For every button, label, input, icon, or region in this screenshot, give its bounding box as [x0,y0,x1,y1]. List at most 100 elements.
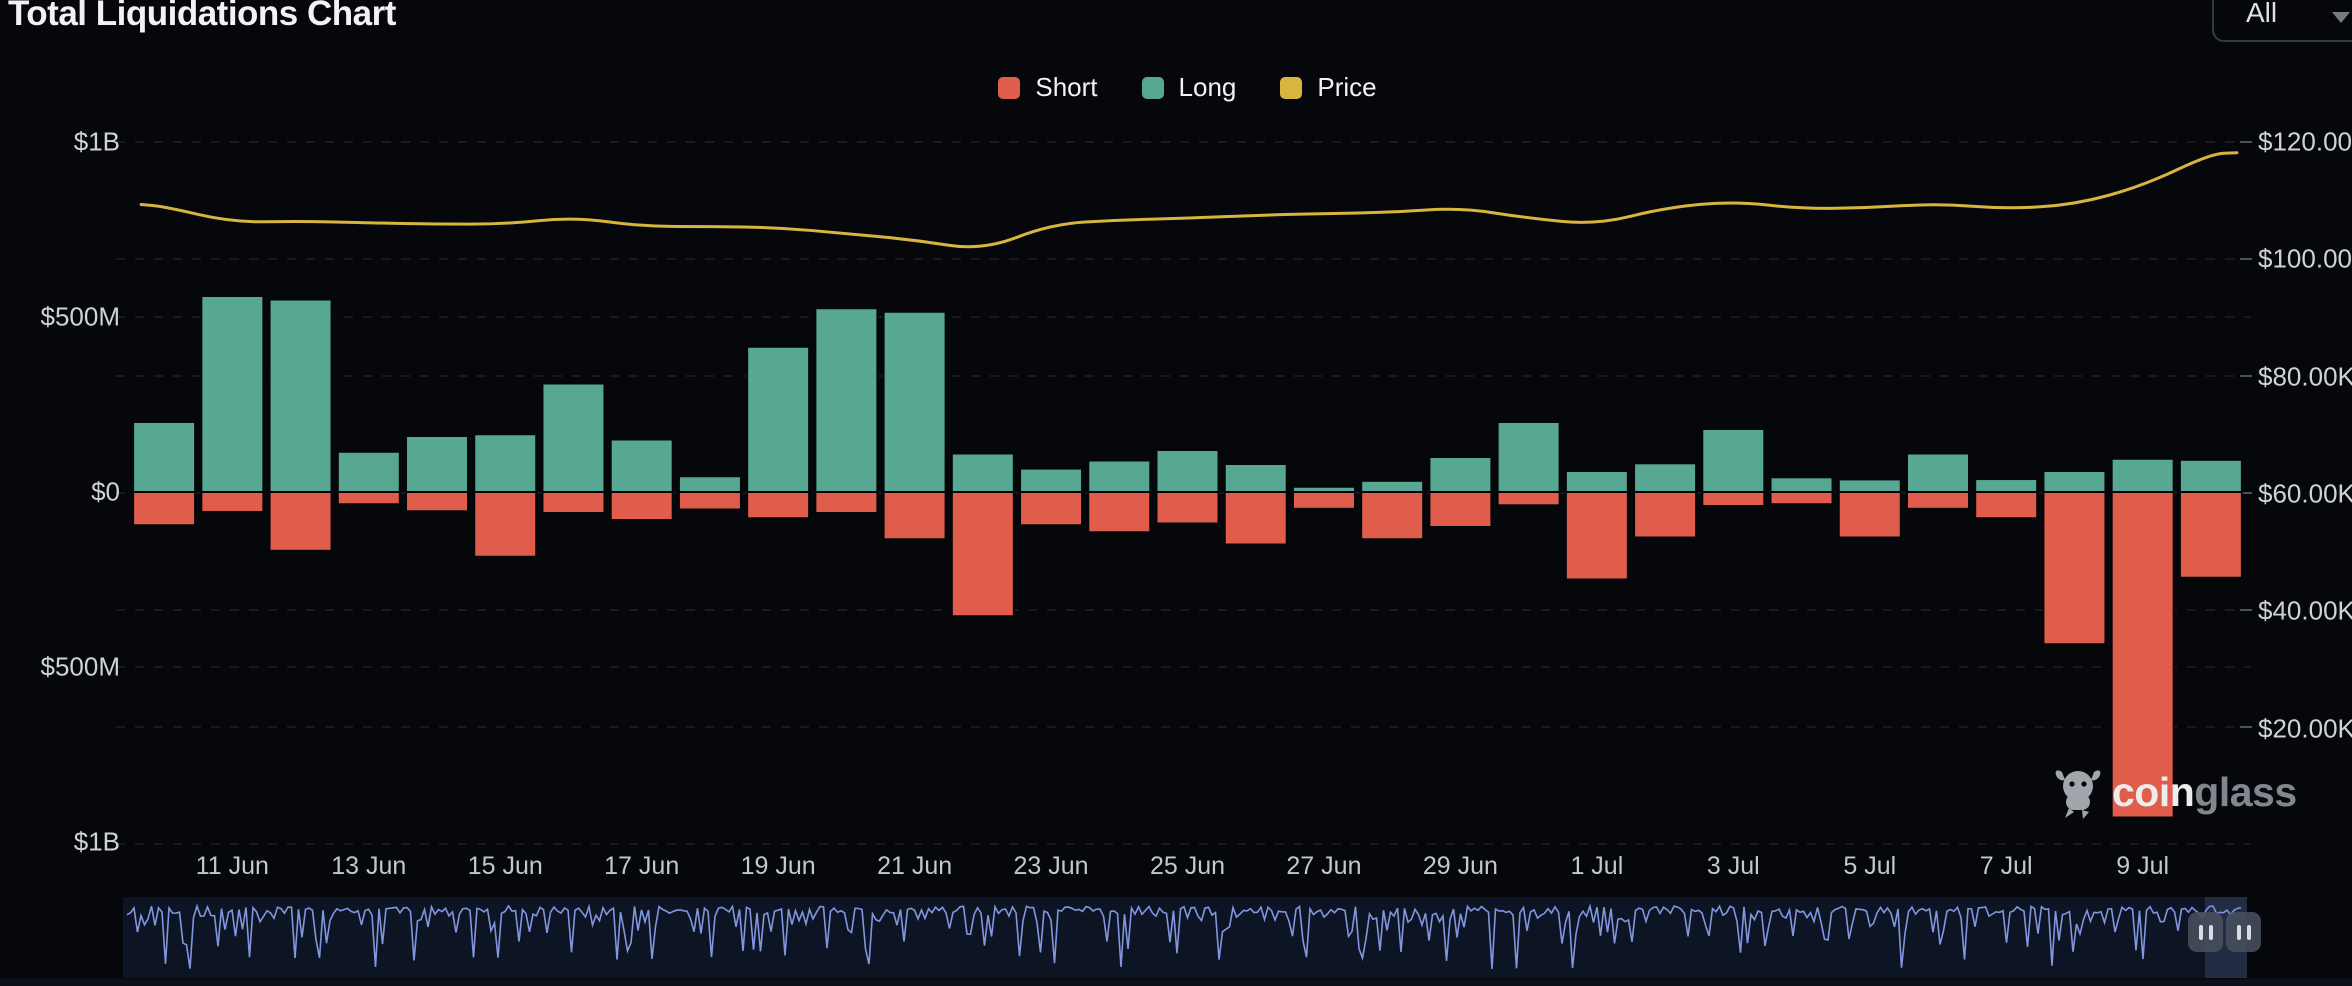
short-bar-30-jun[interactable] [1496,491,1561,507]
legend: Short Long Price [130,72,2245,103]
x-axis-label: 1 Jul [1570,852,1624,880]
chevron-down-icon [2332,12,2350,23]
short-bar-29-jun[interactable] [1428,491,1493,528]
short-bar-2-jul[interactable] [1633,491,1698,539]
x-axis-label: 23 Jun [1013,852,1089,880]
short-bar-4-jul[interactable] [1769,491,1834,506]
range-selector-value: All [2246,0,2278,28]
long-bar-18-jun[interactable] [677,475,742,493]
coinglass-wordmark: coinglass [2112,768,2297,815]
x-axis-label: 29 Jun [1422,852,1498,880]
long-bar-12-jun[interactable] [268,298,333,493]
short-bar-3-jul[interactable] [1701,491,1766,507]
x-axis-label: 9 Jul [2116,852,2170,880]
long-bar-17-jun[interactable] [609,438,674,493]
short-bar-12-jun[interactable] [268,491,333,552]
x-axis-label: 5 Jul [1843,852,1897,880]
right-axis-label: $20.00K [2258,713,2352,743]
long-bar-5-jul[interactable] [1837,478,1902,493]
right-axis-label: $100.00K [2258,243,2352,274]
short-bar-17-jun[interactable] [609,491,674,521]
left-axis-label: $500M [40,301,121,332]
short-bar-26-jun[interactable] [1223,491,1288,546]
short-bar-24-jun[interactable] [1087,491,1152,534]
page-title: Total Liquidations Chart [8,0,396,33]
long-bar-16-jun[interactable] [541,382,606,493]
short-bar-8-jul[interactable] [2042,491,2107,646]
long-bar-23-jun[interactable] [1019,467,1084,493]
long-bar-29-jun[interactable] [1428,456,1493,493]
long-bar-20-jun[interactable] [814,307,879,493]
long-bar-10-jun[interactable] [132,421,197,493]
short-bar-10-jul[interactable] [2178,491,2243,579]
long-bar-9-jul[interactable] [2110,457,2175,493]
short-bar-22-jun[interactable] [950,491,1015,618]
short-bar-18-jun[interactable] [677,491,742,511]
short-bar-9-jul[interactable] [2110,491,2175,819]
left-axis-label: $1B [73,826,120,857]
left-axis-label: $500M [40,651,121,682]
long-swatch-icon [1141,76,1164,99]
short-bar-5-jul[interactable] [1837,491,1902,539]
long-bar-4-jul[interactable] [1769,476,1834,493]
navigator-right-handle[interactable] [2226,912,2261,952]
bottom-divider [0,979,2352,986]
navigator-series-line [126,903,2242,970]
long-bar-11-jun[interactable] [200,295,265,493]
short-bar-7-jul[interactable] [1974,491,2039,520]
long-bar-2-jul[interactable] [1633,462,1698,493]
short-bar-28-jun[interactable] [1360,491,1425,541]
long-bar-30-jun[interactable] [1496,421,1561,493]
long-bar-28-jun[interactable] [1360,479,1425,493]
navigator-left-handle[interactable] [2188,912,2223,952]
price-swatch-icon [1280,76,1303,99]
short-bar-1-jul[interactable] [1564,491,1629,581]
legend-label-short: Short [1035,72,1098,102]
x-axis-label: 3 Jul [1706,852,1760,880]
short-bar-20-jun[interactable] [814,491,879,514]
long-bar-14-jun[interactable] [405,435,470,493]
long-bar-13-jun[interactable] [336,450,401,493]
legend-item-price[interactable]: Price [1280,72,1377,103]
long-bar-19-jun[interactable] [746,345,811,493]
long-bar-22-jun[interactable] [950,452,1015,493]
x-axis-label: 7 Jul [1979,852,2033,880]
long-bar-10-jul[interactable] [2178,458,2243,493]
long-bar-15-jun[interactable] [473,433,538,493]
short-bar-6-jul[interactable] [1905,491,1970,510]
short-bar-16-jun[interactable] [541,491,606,514]
right-axis-label: $40.00K [2258,595,2352,626]
long-bar-1-jul[interactable] [1564,470,1629,493]
short-bar-13-jun[interactable] [336,491,401,506]
long-bar-8-jul[interactable] [2042,470,2107,493]
short-swatch-icon [998,76,1021,99]
long-bar-7-jul[interactable] [1974,478,2039,493]
short-bar-21-jun[interactable] [882,491,947,541]
x-axis-label: 11 Jun [195,852,269,880]
short-bar-15-jun[interactable] [473,491,538,558]
price-line [139,151,2239,249]
legend-item-short[interactable]: Short [998,72,1098,103]
short-bar-27-jun[interactable] [1291,491,1356,510]
short-bar-23-jun[interactable] [1019,491,1084,527]
short-bar-11-jun[interactable] [200,491,265,513]
short-bar-25-jun[interactable] [1155,491,1220,525]
right-axis-label: $60.00K [2258,478,2352,509]
long-bar-21-jun[interactable] [882,310,947,493]
long-bar-3-jul[interactable] [1701,428,1766,493]
left-axis-label: $0 [91,476,120,507]
range-selector-dropdown[interactable]: All [2212,0,2352,42]
legend-item-long[interactable]: Long [1141,72,1236,103]
long-bar-24-jun[interactable] [1087,459,1152,493]
long-bar-6-jul[interactable] [1905,452,1970,493]
short-bar-14-jun[interactable] [405,491,470,513]
short-bar-19-jun[interactable] [746,491,811,520]
x-axis-label: 27 Jun [1286,852,1362,880]
long-bar-25-jun[interactable] [1155,449,1220,493]
long-bar-26-jun[interactable] [1223,463,1288,493]
coinglass-bull-icon [2055,770,2101,819]
right-axis-label: $80.00K [2258,361,2352,392]
short-bar-10-jun[interactable] [132,491,197,527]
